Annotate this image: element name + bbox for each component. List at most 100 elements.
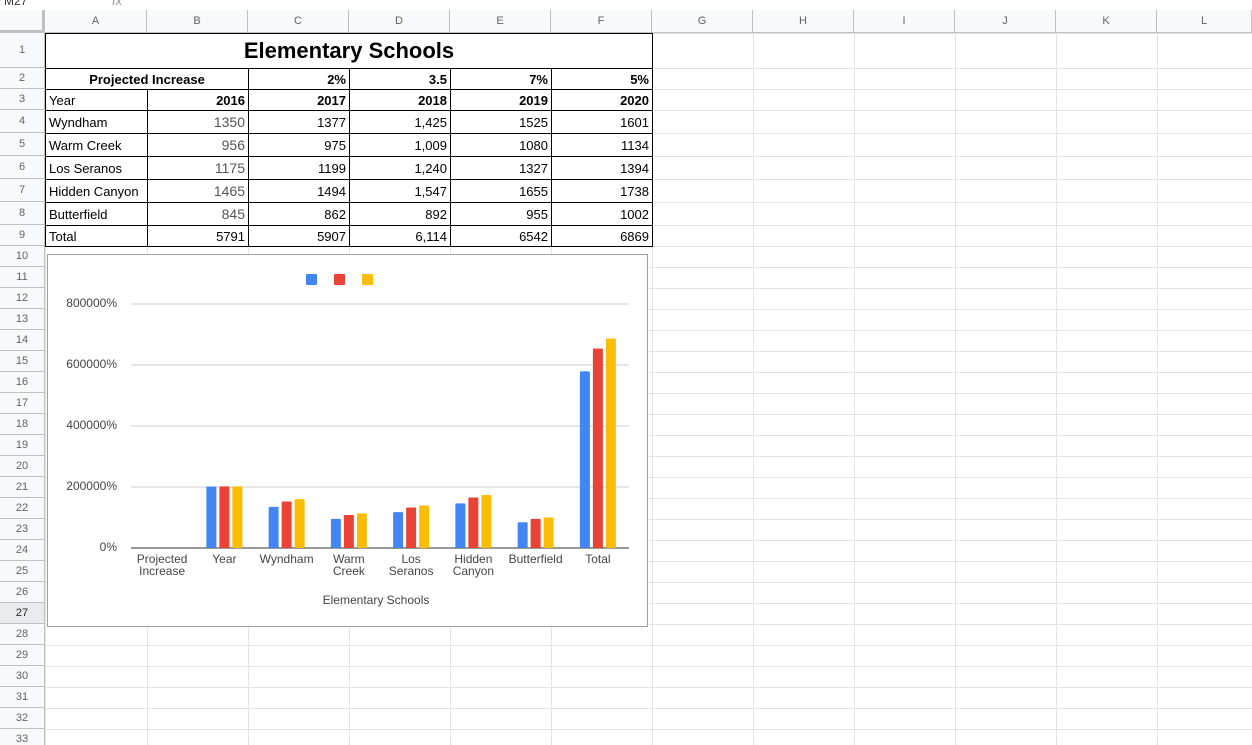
row-header: 20	[0, 456, 45, 477]
cell: 5791	[147, 225, 249, 247]
grid-line	[0, 729, 1252, 730]
bar	[543, 517, 554, 548]
legend-marker	[362, 274, 373, 285]
grid-line	[0, 687, 1252, 688]
cell: 2%	[248, 68, 350, 90]
row-header: 27	[0, 603, 45, 624]
row-header: 16	[0, 372, 45, 393]
y-tick-label: 400000%	[66, 418, 117, 432]
row-header: 21	[0, 477, 45, 498]
x-tick-label: Total	[585, 552, 611, 566]
x-tick-label: Hidden Canyon	[452, 552, 495, 578]
bar	[356, 513, 367, 548]
cell: 845	[147, 202, 249, 226]
row-header: 10	[0, 246, 45, 267]
cell: 955	[450, 202, 552, 226]
row-header: 12	[0, 288, 45, 309]
bar	[294, 499, 305, 548]
row-header: 19	[0, 435, 45, 456]
row-header: 28	[0, 624, 45, 645]
row-header: 30	[0, 666, 45, 687]
x-tick-label: Wyndham	[259, 552, 314, 566]
row-header: 15	[0, 351, 45, 372]
cell: 6542	[450, 225, 552, 247]
column-header: G	[652, 10, 753, 33]
cell: Year	[45, 89, 148, 111]
cell: Warm Creek	[45, 133, 148, 157]
bar	[517, 522, 528, 548]
row-header: 13	[0, 309, 45, 330]
cell: 975	[248, 133, 350, 157]
cell: 1738	[551, 179, 653, 203]
cell: Hidden Canyon	[45, 179, 148, 203]
bar	[419, 505, 430, 548]
column-header: K	[1056, 10, 1157, 33]
cell: Elementary Schools	[45, 33, 653, 69]
cell: 1,547	[349, 179, 451, 203]
cell: 1175	[147, 156, 249, 180]
cell: Projected Increase	[45, 68, 249, 90]
y-tick-label: 800000%	[66, 296, 117, 310]
row-header: 22	[0, 498, 45, 519]
row-header: 4	[0, 110, 45, 133]
grid-line	[45, 10, 46, 745]
cell: 1002	[551, 202, 653, 226]
grid-line	[854, 10, 855, 745]
cell: 2018	[349, 89, 451, 111]
y-tick-label: 200000%	[66, 479, 117, 493]
cell: 1080	[450, 133, 552, 157]
column-header: J	[955, 10, 1056, 33]
grid-line	[0, 645, 1252, 646]
x-axis-title: Elementary Schools	[323, 593, 430, 607]
row-header: 5	[0, 133, 45, 156]
row-header: 31	[0, 687, 45, 708]
bar	[281, 501, 292, 548]
grid-line	[955, 10, 956, 745]
bar	[481, 494, 492, 548]
grid-line	[753, 10, 754, 745]
row-header: 32	[0, 708, 45, 729]
cell: 5907	[248, 225, 350, 247]
cell: 2016	[147, 89, 249, 111]
bar	[468, 497, 479, 548]
grid-line	[652, 10, 653, 745]
row-header: 2	[0, 68, 45, 89]
cell: Wyndham	[45, 110, 148, 134]
cell: Total	[45, 225, 148, 247]
cell: 2017	[248, 89, 350, 111]
cell: 892	[349, 202, 451, 226]
bar	[268, 506, 279, 548]
row-header: 6	[0, 156, 45, 179]
row-header: 17	[0, 393, 45, 414]
chart[interactable]: 0% 200000% 400000% 600000% 800000% Elementary…	[47, 254, 648, 627]
cell: 6,114	[349, 225, 451, 247]
name-box[interactable]: M27	[4, 0, 28, 8]
corner-header	[0, 10, 45, 33]
column-header: B	[147, 10, 248, 33]
bar	[530, 518, 541, 548]
cell: 862	[248, 202, 350, 226]
cell: 1,009	[349, 133, 451, 157]
column-header: H	[753, 10, 854, 33]
row-header: 25	[0, 561, 45, 582]
bar	[579, 371, 590, 548]
cell: 2019	[450, 89, 552, 111]
cell: 1465	[147, 179, 249, 203]
formula-icon: fx	[112, 0, 123, 8]
row-header: 9	[0, 225, 45, 246]
legend-marker	[306, 274, 317, 285]
grid-line	[1056, 10, 1057, 745]
cell: 1494	[248, 179, 350, 203]
column-header: A	[45, 10, 147, 33]
cell: 3.5	[349, 68, 451, 90]
bar	[592, 348, 603, 548]
cell: 1601	[551, 110, 653, 134]
x-tick-label: Warm Creek	[332, 552, 365, 578]
cell: 5%	[551, 68, 653, 90]
x-tick-label: Butterfield	[508, 552, 563, 566]
bar	[455, 503, 466, 548]
row-header: 26	[0, 582, 45, 603]
column-header: F	[551, 10, 652, 33]
column-header: E	[450, 10, 551, 33]
